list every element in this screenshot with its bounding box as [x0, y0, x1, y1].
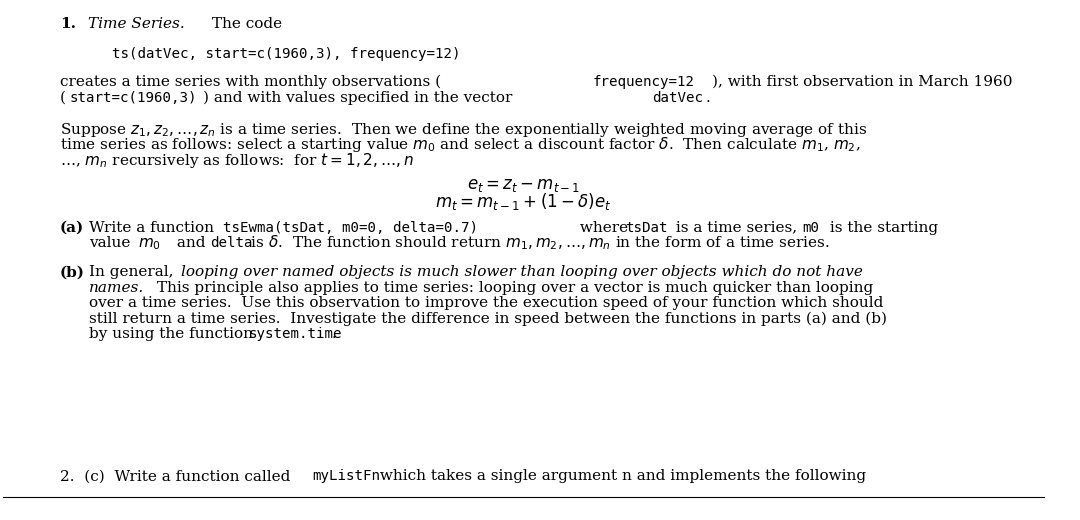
Text: The code: The code	[206, 18, 282, 32]
Text: value: value	[90, 236, 135, 250]
Text: time series as follows: select a starting value $m_0$ and select a discount fact: time series as follows: select a startin…	[60, 135, 861, 154]
Text: 2.  (c)  Write a function called: 2. (c) Write a function called	[60, 469, 295, 483]
Text: ts(datVec, start=c(1960,3), frequency=12): ts(datVec, start=c(1960,3), frequency=12…	[112, 47, 460, 61]
Text: (: (	[60, 90, 66, 105]
Text: tsDat: tsDat	[625, 220, 667, 235]
Text: looping over named objects is much slower than looping over objects which do not: looping over named objects is much slowe…	[180, 266, 863, 279]
Text: start=c(1960,3): start=c(1960,3)	[69, 90, 197, 105]
Text: is $\delta$.  The function should return $m_1, m_2, \ldots, m_n$ in the form of : is $\delta$. The function should return …	[246, 233, 831, 252]
Text: This principle also applies to time series: looping over a vector is much quicke: This principle also applies to time seri…	[151, 281, 873, 295]
Text: creates a time series with monthly observations (: creates a time series with monthly obser…	[60, 75, 441, 89]
Text: Write a function: Write a function	[90, 220, 219, 235]
Text: Time Series.: Time Series.	[89, 18, 185, 32]
Text: system.time: system.time	[248, 327, 342, 341]
Text: still return a time series.  Investigate the difference in speed between the fun: still return a time series. Investigate …	[90, 311, 887, 326]
Text: m0: m0	[802, 220, 820, 235]
Text: delta: delta	[210, 236, 253, 250]
Text: datVec: datVec	[652, 90, 703, 105]
Text: (a): (a)	[60, 220, 84, 235]
Text: where: where	[576, 220, 633, 235]
Text: which takes a single argument n and implements the following: which takes a single argument n and impl…	[376, 469, 866, 483]
Text: $\ldots$, $m_n$ recursively as follows:  for $t = 1, 2, \ldots, n$: $\ldots$, $m_n$ recursively as follows: …	[60, 151, 415, 170]
Text: .: .	[332, 327, 337, 341]
Text: $e_t = z_t - m_{t-1}$: $e_t = z_t - m_{t-1}$	[467, 177, 580, 194]
Text: ) and with values specified in the vector: ) and with values specified in the vecto…	[203, 90, 517, 105]
Text: is a time series,: is a time series,	[671, 220, 802, 235]
Text: frequency=12: frequency=12	[593, 75, 696, 89]
Text: $m_t = m_{t-1} + (1 - \delta)e_t$: $m_t = m_{t-1} + (1 - \delta)e_t$	[435, 191, 611, 212]
Text: ), with first observation in March 1960: ), with first observation in March 1960	[712, 75, 1012, 89]
Text: names.: names.	[90, 281, 145, 295]
Text: 1.: 1.	[60, 18, 76, 32]
Text: tsEwma(tsDat, m0=0, delta=0.7): tsEwma(tsDat, m0=0, delta=0.7)	[224, 220, 478, 235]
Text: is the starting: is the starting	[825, 220, 939, 235]
Text: .: .	[705, 90, 711, 105]
Text: Suppose $z_1, z_2, \ldots, z_n$ is a time series.  Then we define the exponentia: Suppose $z_1, z_2, \ldots, z_n$ is a tim…	[60, 121, 867, 139]
Text: over a time series.  Use this observation to improve the execution speed of your: over a time series. Use this observation…	[90, 296, 883, 310]
Text: $m_0$: $m_0$	[138, 236, 161, 252]
Text: myListFn: myListFn	[312, 469, 380, 483]
Text: by using the function: by using the function	[90, 327, 258, 341]
Text: (b): (b)	[60, 266, 85, 279]
Text: In general,: In general,	[90, 266, 178, 279]
Text: and: and	[173, 236, 211, 250]
